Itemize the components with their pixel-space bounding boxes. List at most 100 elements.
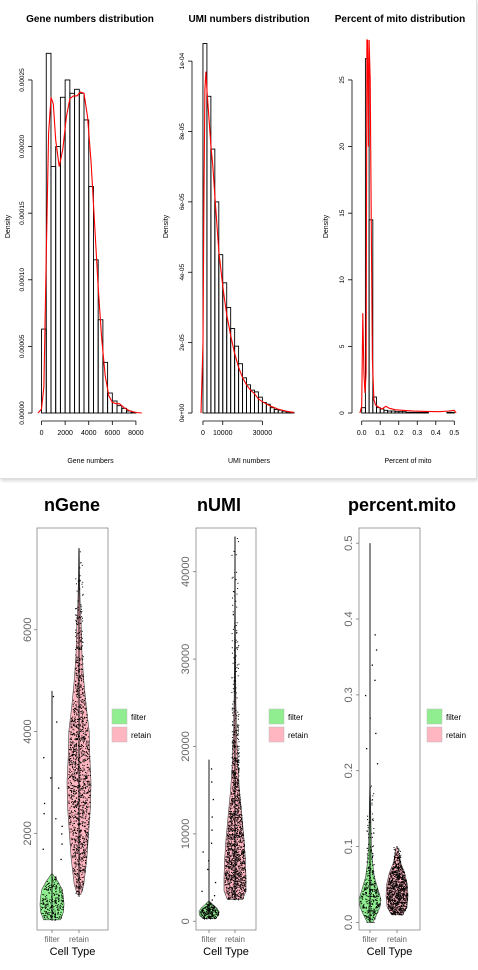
jitter-point — [71, 791, 73, 793]
jitter-point — [76, 764, 78, 766]
jitter-point — [84, 754, 86, 756]
jitter-point — [367, 824, 369, 826]
jitter-point — [389, 887, 391, 889]
jitter-point — [399, 894, 401, 895]
jitter-point — [228, 896, 229, 898]
jitter-point — [232, 891, 234, 893]
jitter-point — [57, 883, 59, 885]
jitter-point — [237, 732, 239, 734]
jitter-point — [75, 636, 77, 637]
jitter-point — [77, 736, 79, 738]
jitter-point — [399, 892, 401, 893]
jitter-point — [76, 773, 78, 775]
jitter-points — [67, 551, 92, 895]
jitter-point — [399, 876, 401, 878]
jitter-point — [239, 864, 241, 866]
jitter-point — [372, 855, 373, 857]
jitter-point — [75, 578, 77, 580]
jitter-point — [234, 787, 236, 789]
jitter-point — [78, 734, 79, 736]
jitter-point — [394, 891, 396, 893]
jitter-point — [205, 912, 207, 914]
jitter-point — [229, 813, 231, 815]
jitter-point — [71, 773, 73, 775]
jitter-point — [372, 873, 374, 875]
jitter-point — [230, 804, 232, 806]
jitter-point — [49, 907, 51, 909]
jitter-point — [212, 911, 214, 913]
jitter-point — [242, 862, 244, 864]
jitter-point — [241, 882, 243, 884]
jitter-point — [71, 839, 73, 841]
jitter-point — [234, 775, 236, 777]
jitter-point — [393, 863, 395, 865]
jitter-point — [75, 709, 77, 711]
jitter-point — [235, 639, 237, 641]
jitter-point — [76, 731, 78, 733]
jitter-point — [243, 886, 244, 888]
jitter-point — [360, 895, 362, 897]
jitter-point — [83, 804, 85, 806]
jitter-point — [75, 619, 77, 621]
jitter-point — [81, 645, 83, 647]
y-tick-label: 0.1 — [343, 839, 355, 854]
jitter-point — [215, 910, 217, 912]
jitter-point — [396, 866, 398, 868]
jitter-point — [81, 842, 83, 844]
jitter-point — [81, 796, 83, 798]
jitter-point — [230, 888, 232, 890]
jitter-point — [78, 866, 80, 868]
jitter-point — [235, 710, 237, 711]
jitter-point — [77, 609, 79, 611]
jitter-point — [78, 878, 80, 880]
jitter-point — [239, 886, 241, 888]
jitter-point — [47, 889, 49, 891]
jitter-point — [370, 877, 372, 879]
outlier-point — [61, 825, 63, 827]
jitter-point — [403, 903, 405, 905]
jitter-point — [239, 796, 241, 798]
jitter-point — [79, 706, 81, 708]
jitter-point — [72, 720, 74, 722]
jitter-point — [68, 759, 70, 761]
jitter-point — [213, 906, 215, 908]
jitter-point — [233, 850, 235, 852]
jitter-point — [77, 686, 78, 688]
jitter-point — [227, 836, 229, 838]
jitter-point — [230, 836, 231, 838]
jitter-point — [397, 857, 399, 859]
jitter-point — [205, 914, 207, 916]
jitter-point — [227, 853, 228, 855]
jitter-point — [370, 909, 372, 911]
jitter-point — [394, 885, 396, 886]
jitter-point — [231, 888, 233, 890]
legend-swatch-retain — [268, 726, 285, 743]
jitter-point — [232, 874, 234, 876]
jitter-point — [229, 817, 231, 818]
jitter-point — [366, 893, 367, 895]
jitter-point — [84, 870, 86, 872]
jitter-point — [234, 837, 236, 838]
jitter-point — [400, 869, 402, 871]
jitter-point — [75, 708, 77, 710]
jitter-point — [74, 778, 76, 779]
jitter-point — [79, 575, 81, 577]
jitter-point — [75, 884, 77, 886]
jitter-point — [392, 903, 394, 905]
jitter-point — [237, 761, 239, 763]
jitter-point — [86, 767, 88, 769]
jitter-point — [243, 851, 244, 852]
jitter-point — [82, 857, 84, 859]
jitter-point — [365, 915, 366, 917]
jitter-point — [232, 767, 234, 769]
jitter-point — [399, 874, 401, 876]
jitter-point — [243, 880, 245, 882]
jitter-point — [74, 725, 76, 727]
jitter-point — [70, 732, 72, 734]
jitter-point — [209, 908, 211, 910]
jitter-point — [75, 687, 77, 689]
jitter-point — [55, 888, 57, 890]
jitter-point — [367, 916, 369, 918]
jitter-point — [368, 891, 370, 893]
jitter-point — [370, 863, 371, 865]
